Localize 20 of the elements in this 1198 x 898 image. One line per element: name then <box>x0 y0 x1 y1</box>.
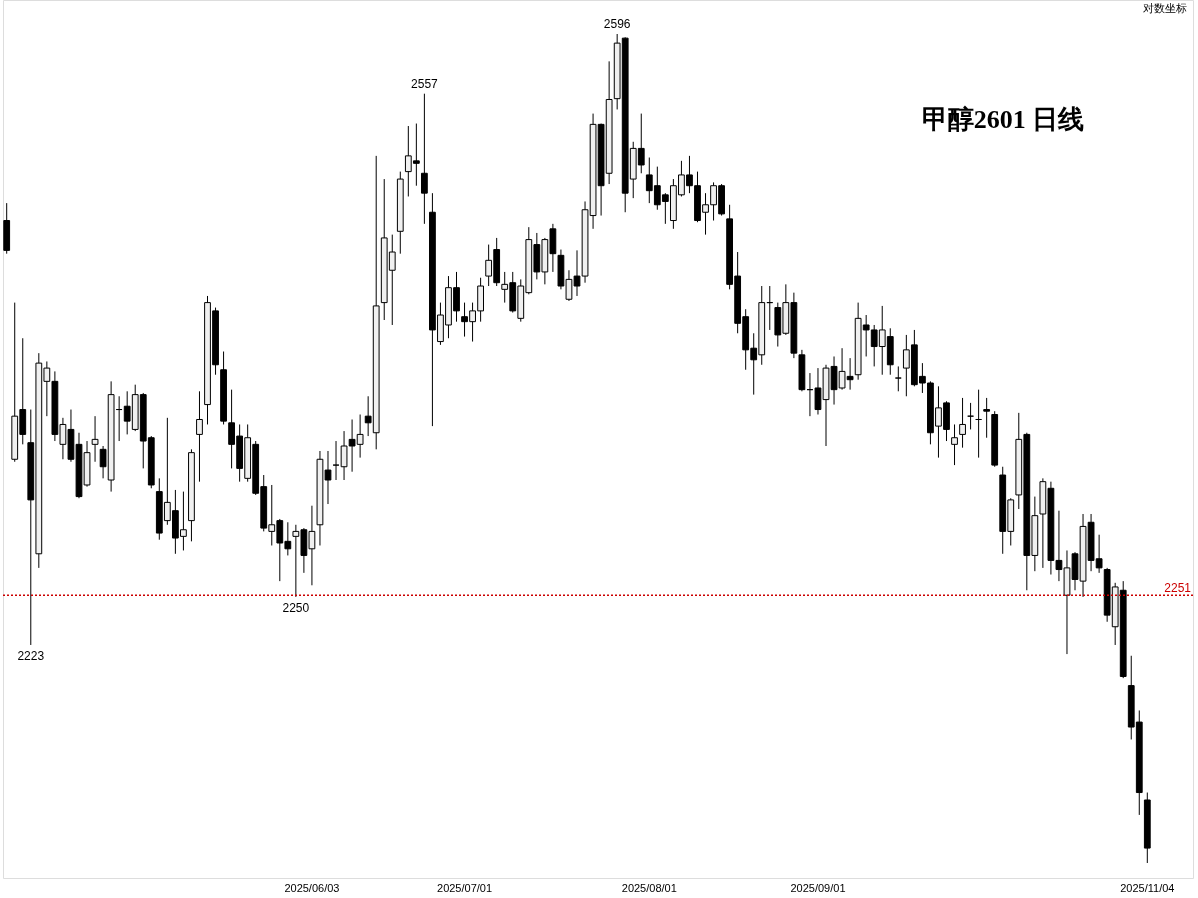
candlestick <box>959 397 966 449</box>
x-tick-label: 2025/08/01 <box>621 881 677 894</box>
x-tick-label: 2025/11/04 <box>1120 881 1175 894</box>
annotation: 2250 <box>282 600 310 615</box>
annotation: 2251 <box>1164 581 1192 596</box>
candlestick <box>91 415 99 463</box>
annotation: 2223 <box>17 648 45 663</box>
candlestick <box>983 397 991 439</box>
candlestick <box>420 93 428 225</box>
annotation: 2596 <box>603 17 631 31</box>
x-tick-label: 2025/07/01 <box>437 881 493 894</box>
candlestick <box>196 390 203 483</box>
candlestick <box>332 440 340 481</box>
annotation: 2557 <box>411 76 439 91</box>
candlestick <box>894 365 902 392</box>
x-tick-label: 2025/06/03 <box>284 881 340 894</box>
x-tick-label: 2025/09/01 <box>790 881 846 894</box>
candlestick <box>951 423 958 466</box>
text: 对数坐标 <box>1143 2 1187 14</box>
text: 甲醇2601 日线 <box>921 105 1085 134</box>
